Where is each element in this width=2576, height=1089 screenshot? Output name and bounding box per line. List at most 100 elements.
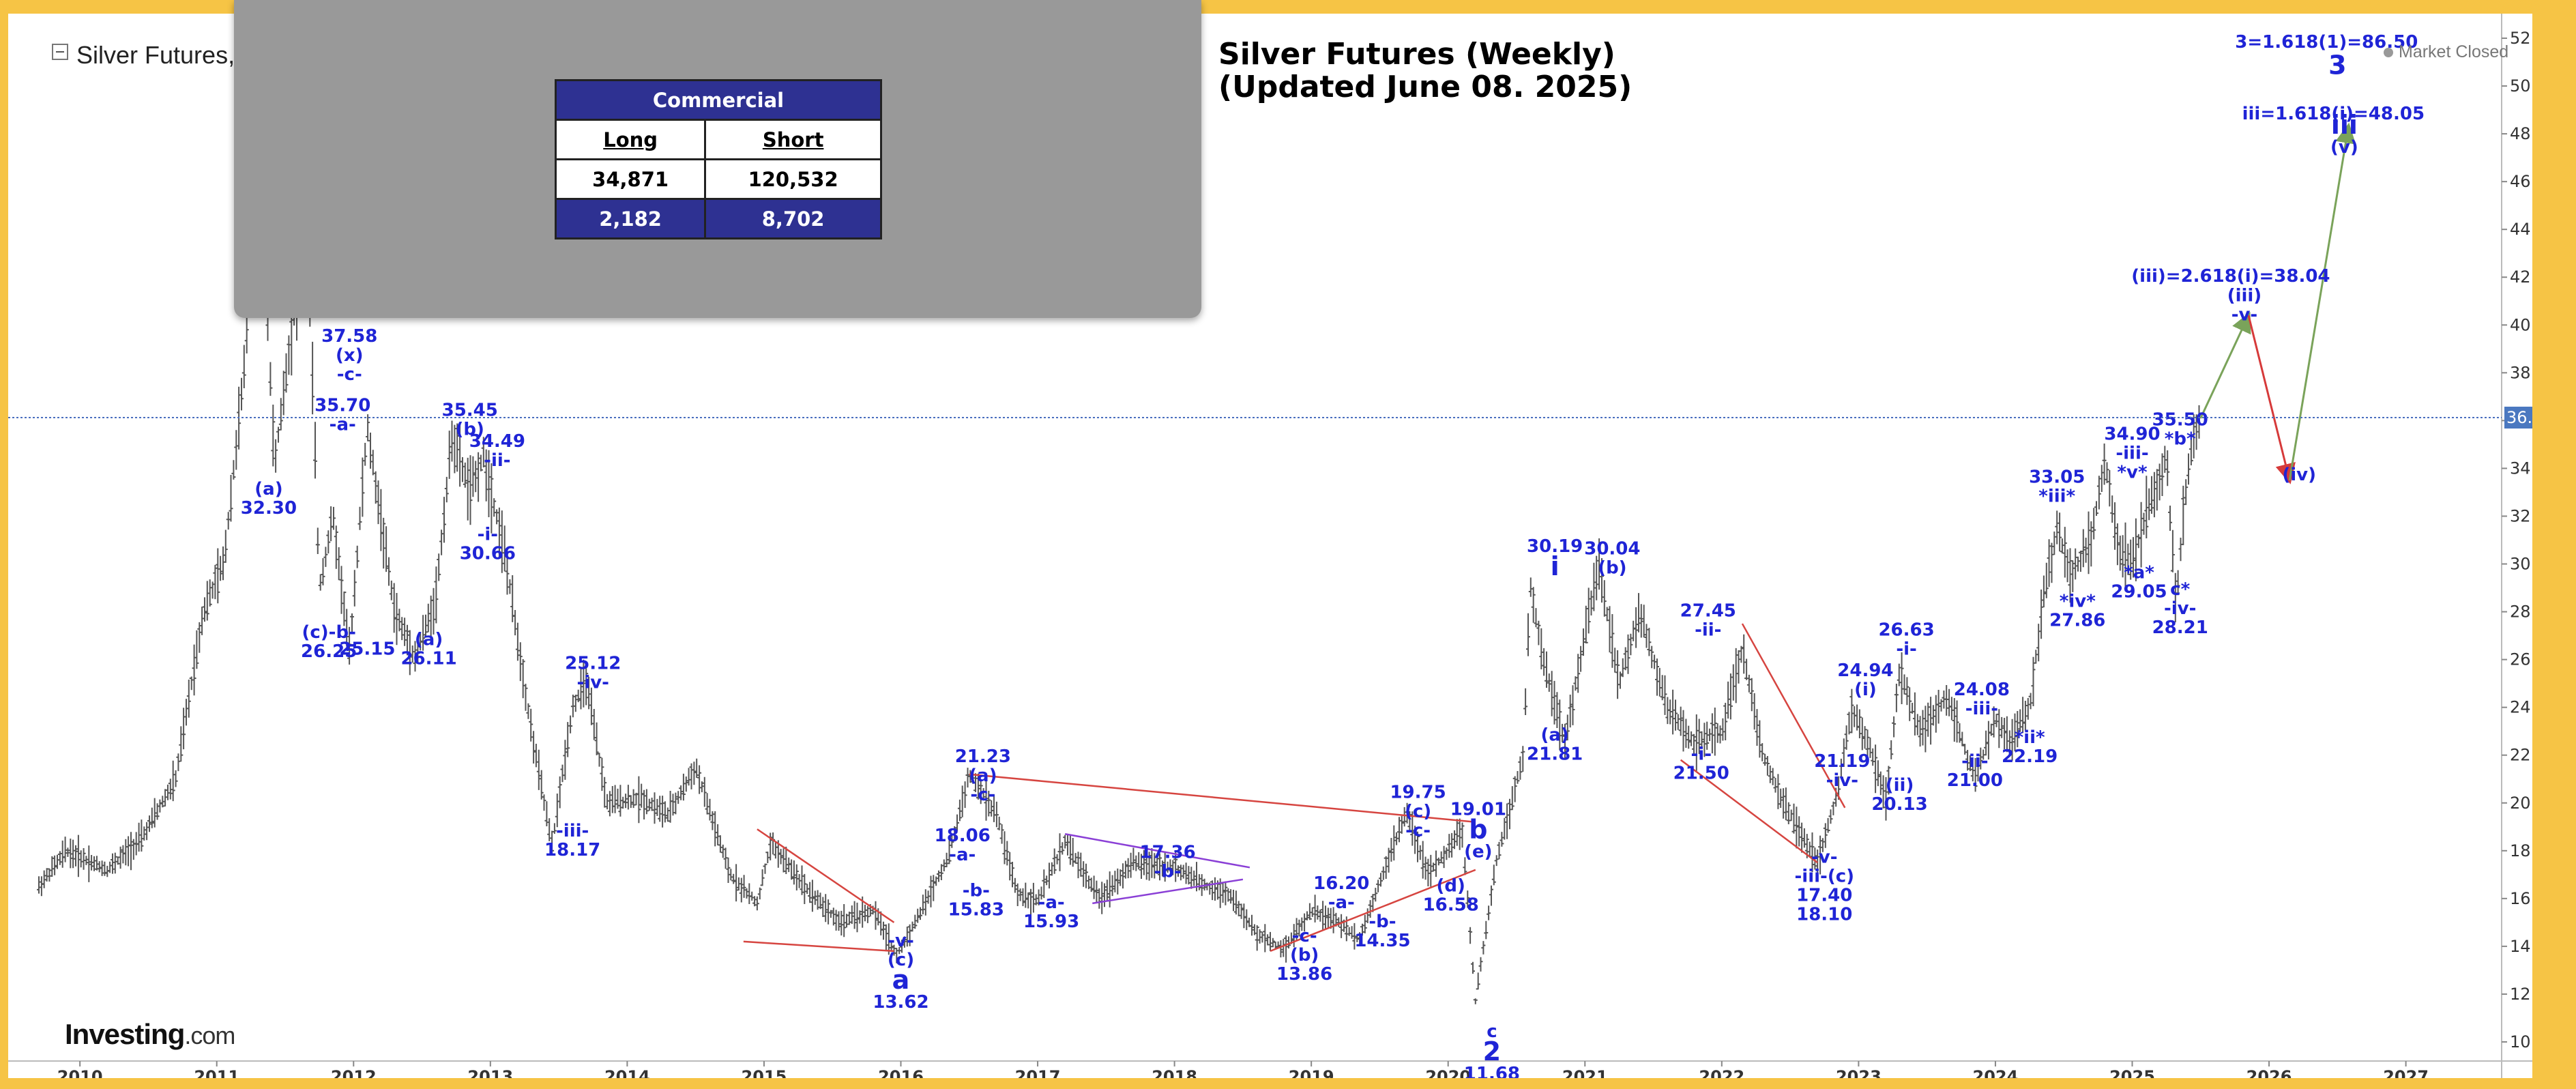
cot-table-title: Commercial <box>555 79 882 121</box>
symbol-label[interactable]: Silver Futures, <box>76 41 235 69</box>
wave-label: (a) 26.11 <box>400 630 456 669</box>
wave-label-line: b <box>1469 814 1487 844</box>
wave-label: -a-15.93 <box>1023 892 1079 932</box>
wave-label: 19.75 (c) -c- <box>1390 783 1446 841</box>
wave-label: -i-30.66 <box>460 524 516 564</box>
x-tick-label: 2021 <box>1562 1067 1608 1078</box>
wave-label-line: (a) <box>1540 725 1568 746</box>
projection-segment <box>2247 315 2296 484</box>
y-tick-label: 24.000 <box>2510 698 2532 717</box>
wave-label-line: 3 <box>2328 50 2346 81</box>
wave-label-line: 30.19 <box>1527 536 1583 557</box>
wave-label: 34.90 -iii-*v* <box>2104 424 2160 482</box>
wave-label-line: 14.35 <box>1354 931 1410 951</box>
wave-label-line: 30.66 <box>460 543 516 564</box>
y-tick-label: 48.000 <box>2510 124 2532 143</box>
wave-label-line: 27.86 <box>2049 611 2105 631</box>
wave-label-line: -ii- <box>1695 620 1721 641</box>
wave-label-line: 15.93 <box>1023 912 1079 932</box>
cot-col-short: Short <box>704 119 882 160</box>
wave-label-line: (c)-b- <box>302 622 355 643</box>
purple-trendline <box>1064 833 1250 869</box>
x-tick-label: 2019 <box>1289 1067 1334 1078</box>
wave-label-line: 33.05 <box>2029 467 2085 487</box>
x-tick-label: 2024 <box>1973 1067 2019 1078</box>
wave-label-line: 17.40 <box>1796 885 1852 905</box>
wave-label: *ii* 22.19 <box>2002 727 2058 767</box>
price-chart[interactable]: 10.000 12.000 14.000 16.000 18.000 20.000 22.0… <box>8 14 2532 1078</box>
red-trendline <box>1680 759 1818 864</box>
y-tick-label: 14.000 <box>2510 937 2532 956</box>
cot-col-long: Long <box>554 119 707 160</box>
wave-label-line: (iii) <box>2227 285 2262 306</box>
wave-label: 16.20 -a- <box>1313 873 1369 913</box>
x-tick-label: 2018 <box>1152 1067 1197 1078</box>
x-tick-label: 2017 <box>1015 1067 1061 1078</box>
wave-label-line: 34.90 <box>2104 424 2160 444</box>
chart-frame: 10.000 12.000 14.000 16.000 18.000 20.000 22.0… <box>8 14 2532 1078</box>
wave-label-line: (c) <box>888 950 914 970</box>
wave-label: (iii)=2.618(i)=38.04 <box>2131 266 2330 287</box>
wave-label-line: *ii* <box>2015 727 2045 748</box>
trendlines <box>743 623 1846 953</box>
wave-label-line: -v- <box>2231 304 2258 325</box>
wave-label: 24.08 -iii- <box>1954 680 2010 719</box>
wave-label-line: -a- <box>1328 892 1355 913</box>
wave-label: 19.01 b (e) <box>1450 799 1506 862</box>
wave-label-line: 17.36 <box>1139 842 1195 862</box>
y-tick-label: 34.000 <box>2510 459 2532 478</box>
wave-label-line: (i) <box>1854 680 1877 700</box>
x-tick-label: 2020 <box>1425 1067 1471 1078</box>
wave-label-line: 20.13 <box>1871 794 1927 815</box>
wave-label-line: a <box>892 965 910 995</box>
wave-label-line: -c- <box>1292 926 1317 946</box>
x-tick-label: 2023 <box>1836 1067 1882 1078</box>
red-trendline <box>1741 623 1846 809</box>
wave-label-line: -a- <box>949 845 976 865</box>
wave-label: 35.50 *b* <box>2152 409 2208 449</box>
x-tick-label: 2014 <box>604 1067 650 1078</box>
wave-label: 30.04 (b) <box>1584 539 1640 579</box>
wave-label-line: 22.19 <box>2002 746 2058 767</box>
x-tick-label: 2026 <box>2246 1067 2292 1078</box>
collapse-icon[interactable] <box>52 44 68 60</box>
y-tick-label: 50.000 <box>2510 76 2532 96</box>
wave-label: -ii-21.00 <box>1947 751 2003 791</box>
wave-label: iii=1.618(i)=48.05 <box>2242 104 2425 124</box>
wave-label: 24.94 (i) <box>1837 660 1893 700</box>
wave-label-line: -v- <box>1811 847 1838 867</box>
wave-label-line: 34.49 <box>469 431 525 452</box>
wave-label-line: -v- <box>888 931 914 951</box>
wave-label-line: (b) <box>1290 945 1319 965</box>
x-tick-label: 2013 <box>467 1067 513 1078</box>
wave-label-line: 18.10 <box>1796 904 1852 925</box>
wave-label-line: (b) <box>456 419 484 439</box>
wave-label-line: 21.19 <box>1814 751 1870 772</box>
x-tick-label: 2016 <box>878 1067 924 1078</box>
x-tick-label: 2010 <box>57 1067 103 1078</box>
wave-label-line: 35.45 <box>442 400 498 420</box>
wave-label-line: (a) <box>969 766 997 786</box>
cot-short-change: 8,702 <box>704 198 882 239</box>
y-tick-label: 18.000 <box>2510 841 2532 860</box>
wave-label-line: 15.83 <box>948 899 1004 920</box>
wave-label-line: (iii)=2.618(i)=38.04 <box>2131 266 2330 287</box>
wave-label-line: (d) <box>1437 875 1465 896</box>
y-axis: 10.000 12.000 14.000 16.000 18.000 20.000 22.0… <box>2501 14 2532 1078</box>
wave-label-line: 26.25 <box>301 641 357 662</box>
wave-label: (ii) 20.13 <box>1871 775 1927 815</box>
wave-label-line: 21.50 <box>1673 764 1729 784</box>
wave-label-line: -iii- <box>556 821 589 841</box>
wave-label-line: (a) <box>254 479 282 499</box>
x-tick-label: 2015 <box>742 1067 787 1078</box>
y-tick-label: 40.000 <box>2510 315 2532 334</box>
wave-label-line: -ii- <box>1961 751 1988 772</box>
wave-label-line: i <box>1551 551 1560 581</box>
wave-label-line: *a* <box>2124 563 2154 583</box>
wave-label-line: -c- <box>970 785 995 805</box>
wave-label-line: c <box>1487 1021 1497 1042</box>
wave-label-line: (v) <box>2330 137 2358 158</box>
y-tick-label: 44.000 <box>2510 220 2532 239</box>
wave-label-line: 35.70 <box>314 395 370 416</box>
